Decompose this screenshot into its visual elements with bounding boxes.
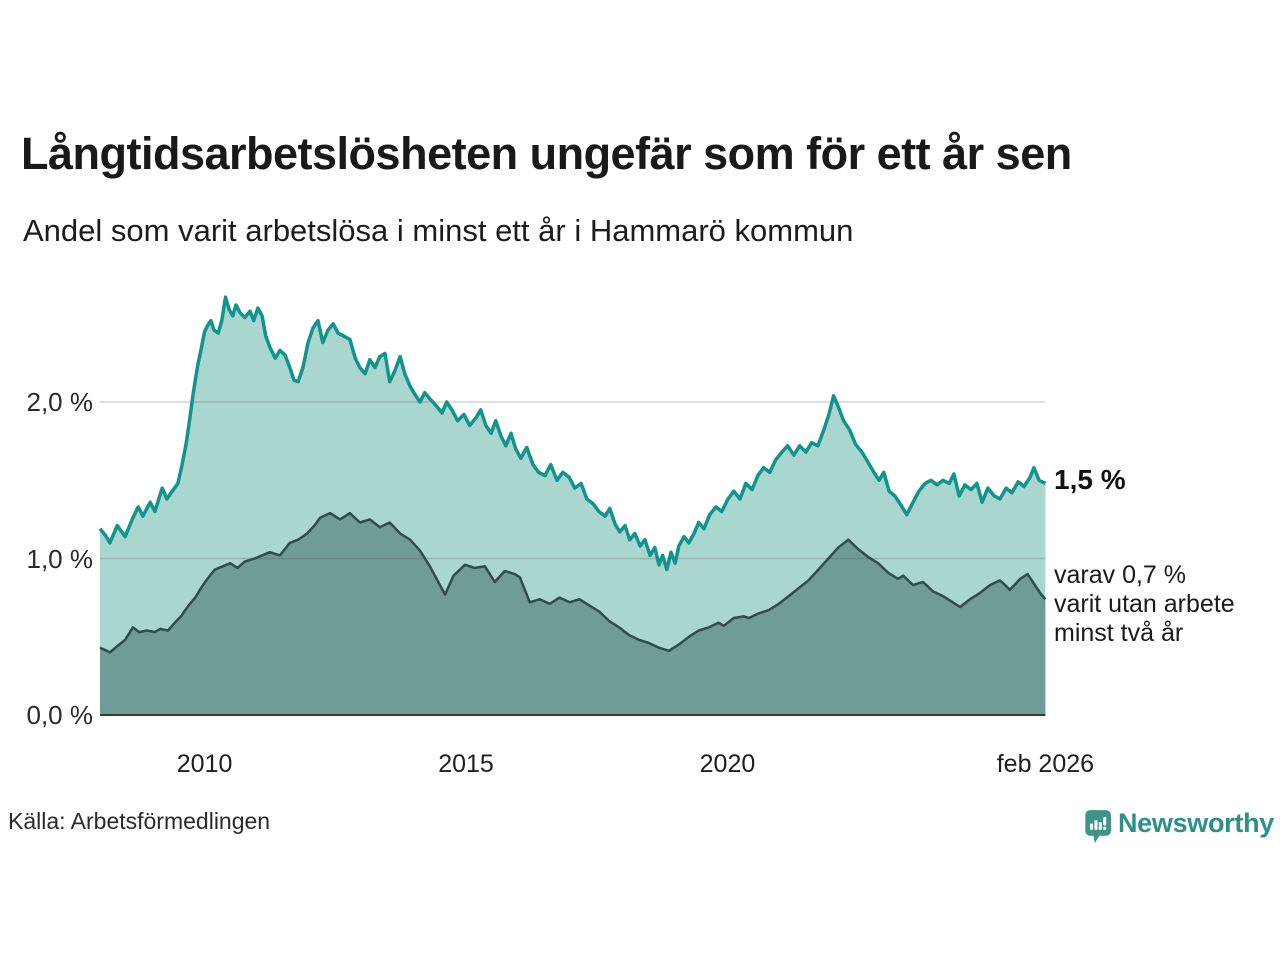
total-line (98, 295, 1047, 572)
exclamation-bar (1103, 816, 1107, 826)
newsworthy-logo[interactable]: Newsworthy (1084, 800, 1274, 854)
y-axis-tick-label: 0,0 % (26, 700, 94, 730)
y-axis-tick-label: 2,0 % (26, 387, 94, 417)
pin-bubble-shape (1085, 810, 1111, 844)
two-year-line (99, 511, 1047, 654)
bar-2 (1094, 820, 1098, 830)
latest-value-label: 1,5 % (1054, 464, 1126, 495)
subseries-annotation: varav 0,7 % varit utan arbete minst två … (1054, 561, 1235, 647)
bar-1 (1090, 823, 1094, 830)
newsworthy-wordmark: Newsworthy (1117, 808, 1274, 838)
page-title: Långtidsarbetslösheten ungefär som för e… (21, 128, 1072, 179)
x-axis-tick-label: 2020 (699, 750, 756, 778)
exclamation-dot (1103, 826, 1107, 830)
x-axis-tick-label: 2010 (176, 750, 233, 778)
newsworthy-pin-icon (1085, 810, 1111, 844)
bar-3 (1098, 822, 1102, 830)
x-axis-tick-label: 2015 (438, 750, 494, 778)
two-year-area-fill (100, 513, 1046, 715)
y-axis-tick-label: 1,0 % (26, 543, 94, 574)
x-axis-tick-label: feb 2026 (996, 750, 1095, 778)
page-subtitle: Andel som varit arbetslösa i minst ett å… (23, 213, 854, 248)
source-caption: Källa: Arbetsförmedlingen (8, 808, 271, 834)
